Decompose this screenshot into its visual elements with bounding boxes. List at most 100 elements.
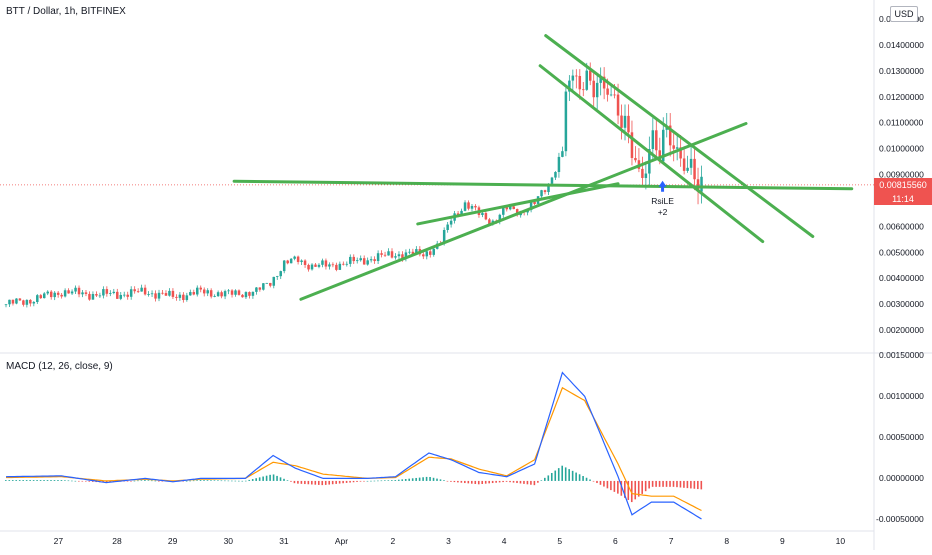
histogram-bar [683, 480, 685, 488]
candle [467, 202, 470, 209]
histogram-bar [676, 480, 678, 488]
candle [582, 89, 585, 91]
candle [460, 210, 463, 216]
candle [651, 130, 655, 150]
histogram-bar [241, 480, 244, 482]
candle [206, 290, 209, 294]
histogram-bar [662, 480, 664, 487]
histogram-bar [356, 480, 358, 482]
candle [182, 294, 185, 301]
histogram-bar [265, 475, 268, 481]
time-axis-tick: 3 [446, 536, 451, 546]
histogram-bar [571, 470, 574, 481]
histogram-bar [251, 479, 254, 481]
histogram-bar [283, 478, 285, 481]
candle [276, 276, 279, 277]
candle [550, 177, 554, 184]
candle [547, 183, 550, 193]
candle [672, 145, 675, 149]
histogram-bar [154, 480, 157, 482]
price-axis-tick: 0.00200000 [879, 325, 924, 335]
candle [338, 263, 342, 270]
histogram-bar [557, 468, 560, 481]
histogram-bar [210, 480, 212, 481]
currency-button[interactable]: USD [890, 6, 918, 22]
candle [620, 115, 623, 128]
candle [321, 260, 324, 265]
histogram-bar [335, 480, 337, 484]
candle [67, 290, 70, 294]
histogram-bar [624, 480, 626, 498]
symbol-title[interactable]: BTT / Dollar, 1h, BITFINEX [6, 6, 126, 17]
histogram-bar [279, 477, 282, 481]
candle [307, 264, 310, 270]
histogram-bar [446, 480, 449, 482]
histogram-bar [585, 477, 588, 481]
time-axis-tick: 31 [279, 536, 289, 546]
histogram-bar [53, 480, 56, 481]
candle [630, 132, 634, 158]
indicator-title[interactable]: MACD (12, 26, close, 9) [6, 361, 113, 372]
histogram-bar [206, 480, 209, 481]
candle [515, 209, 519, 216]
candle [241, 294, 244, 298]
candle [502, 207, 505, 215]
candle [147, 294, 150, 295]
histogram-bar [18, 480, 21, 481]
histogram-bar [286, 480, 289, 481]
candle [223, 291, 227, 297]
histogram-bar [137, 480, 139, 482]
candle [185, 295, 189, 301]
candle [376, 253, 380, 262]
histogram-bar [391, 480, 393, 481]
candle [49, 291, 53, 298]
candle [282, 260, 286, 272]
histogram-bar [658, 480, 661, 487]
histogram-bar [592, 480, 595, 482]
histogram-bar [25, 480, 28, 481]
histogram-bar [258, 477, 261, 481]
histogram-bar [589, 479, 591, 481]
time-axis-tick: 29 [168, 536, 178, 546]
candle [432, 248, 435, 255]
candle [328, 264, 331, 267]
candle [265, 282, 269, 284]
histogram-bar [669, 480, 671, 487]
candle [171, 290, 175, 297]
histogram-bar [352, 480, 355, 483]
histogram-bar [359, 480, 362, 482]
histogram-bar [192, 480, 195, 482]
candle [129, 289, 133, 297]
time-axis-tick: 28 [112, 536, 122, 546]
candle [602, 76, 606, 89]
trendline [232, 179, 854, 191]
histogram-bar [151, 480, 153, 482]
histogram-bar [64, 480, 66, 481]
histogram-bar [196, 480, 198, 481]
candle [220, 292, 223, 297]
histogram-bar [690, 480, 692, 489]
histogram-bar [547, 475, 550, 481]
candle [429, 251, 432, 255]
histogram-bar [467, 480, 470, 484]
histogram-bar [338, 480, 341, 484]
histogram-bar [439, 479, 442, 481]
trendline [299, 122, 748, 301]
time-axis-tick: Apr [335, 536, 348, 546]
histogram-bar [182, 480, 184, 482]
candle [481, 213, 484, 215]
histogram-bar [276, 475, 278, 481]
histogram-bar [697, 480, 699, 490]
histogram-bar [262, 476, 264, 481]
candle [679, 147, 682, 159]
candle [644, 173, 648, 178]
histogram-bar [158, 480, 160, 482]
candle [279, 271, 282, 277]
histogram-bar [50, 480, 52, 481]
histogram-bar [220, 480, 223, 482]
candle [613, 94, 616, 96]
histogram-bar [488, 480, 490, 484]
candle [4, 304, 8, 306]
